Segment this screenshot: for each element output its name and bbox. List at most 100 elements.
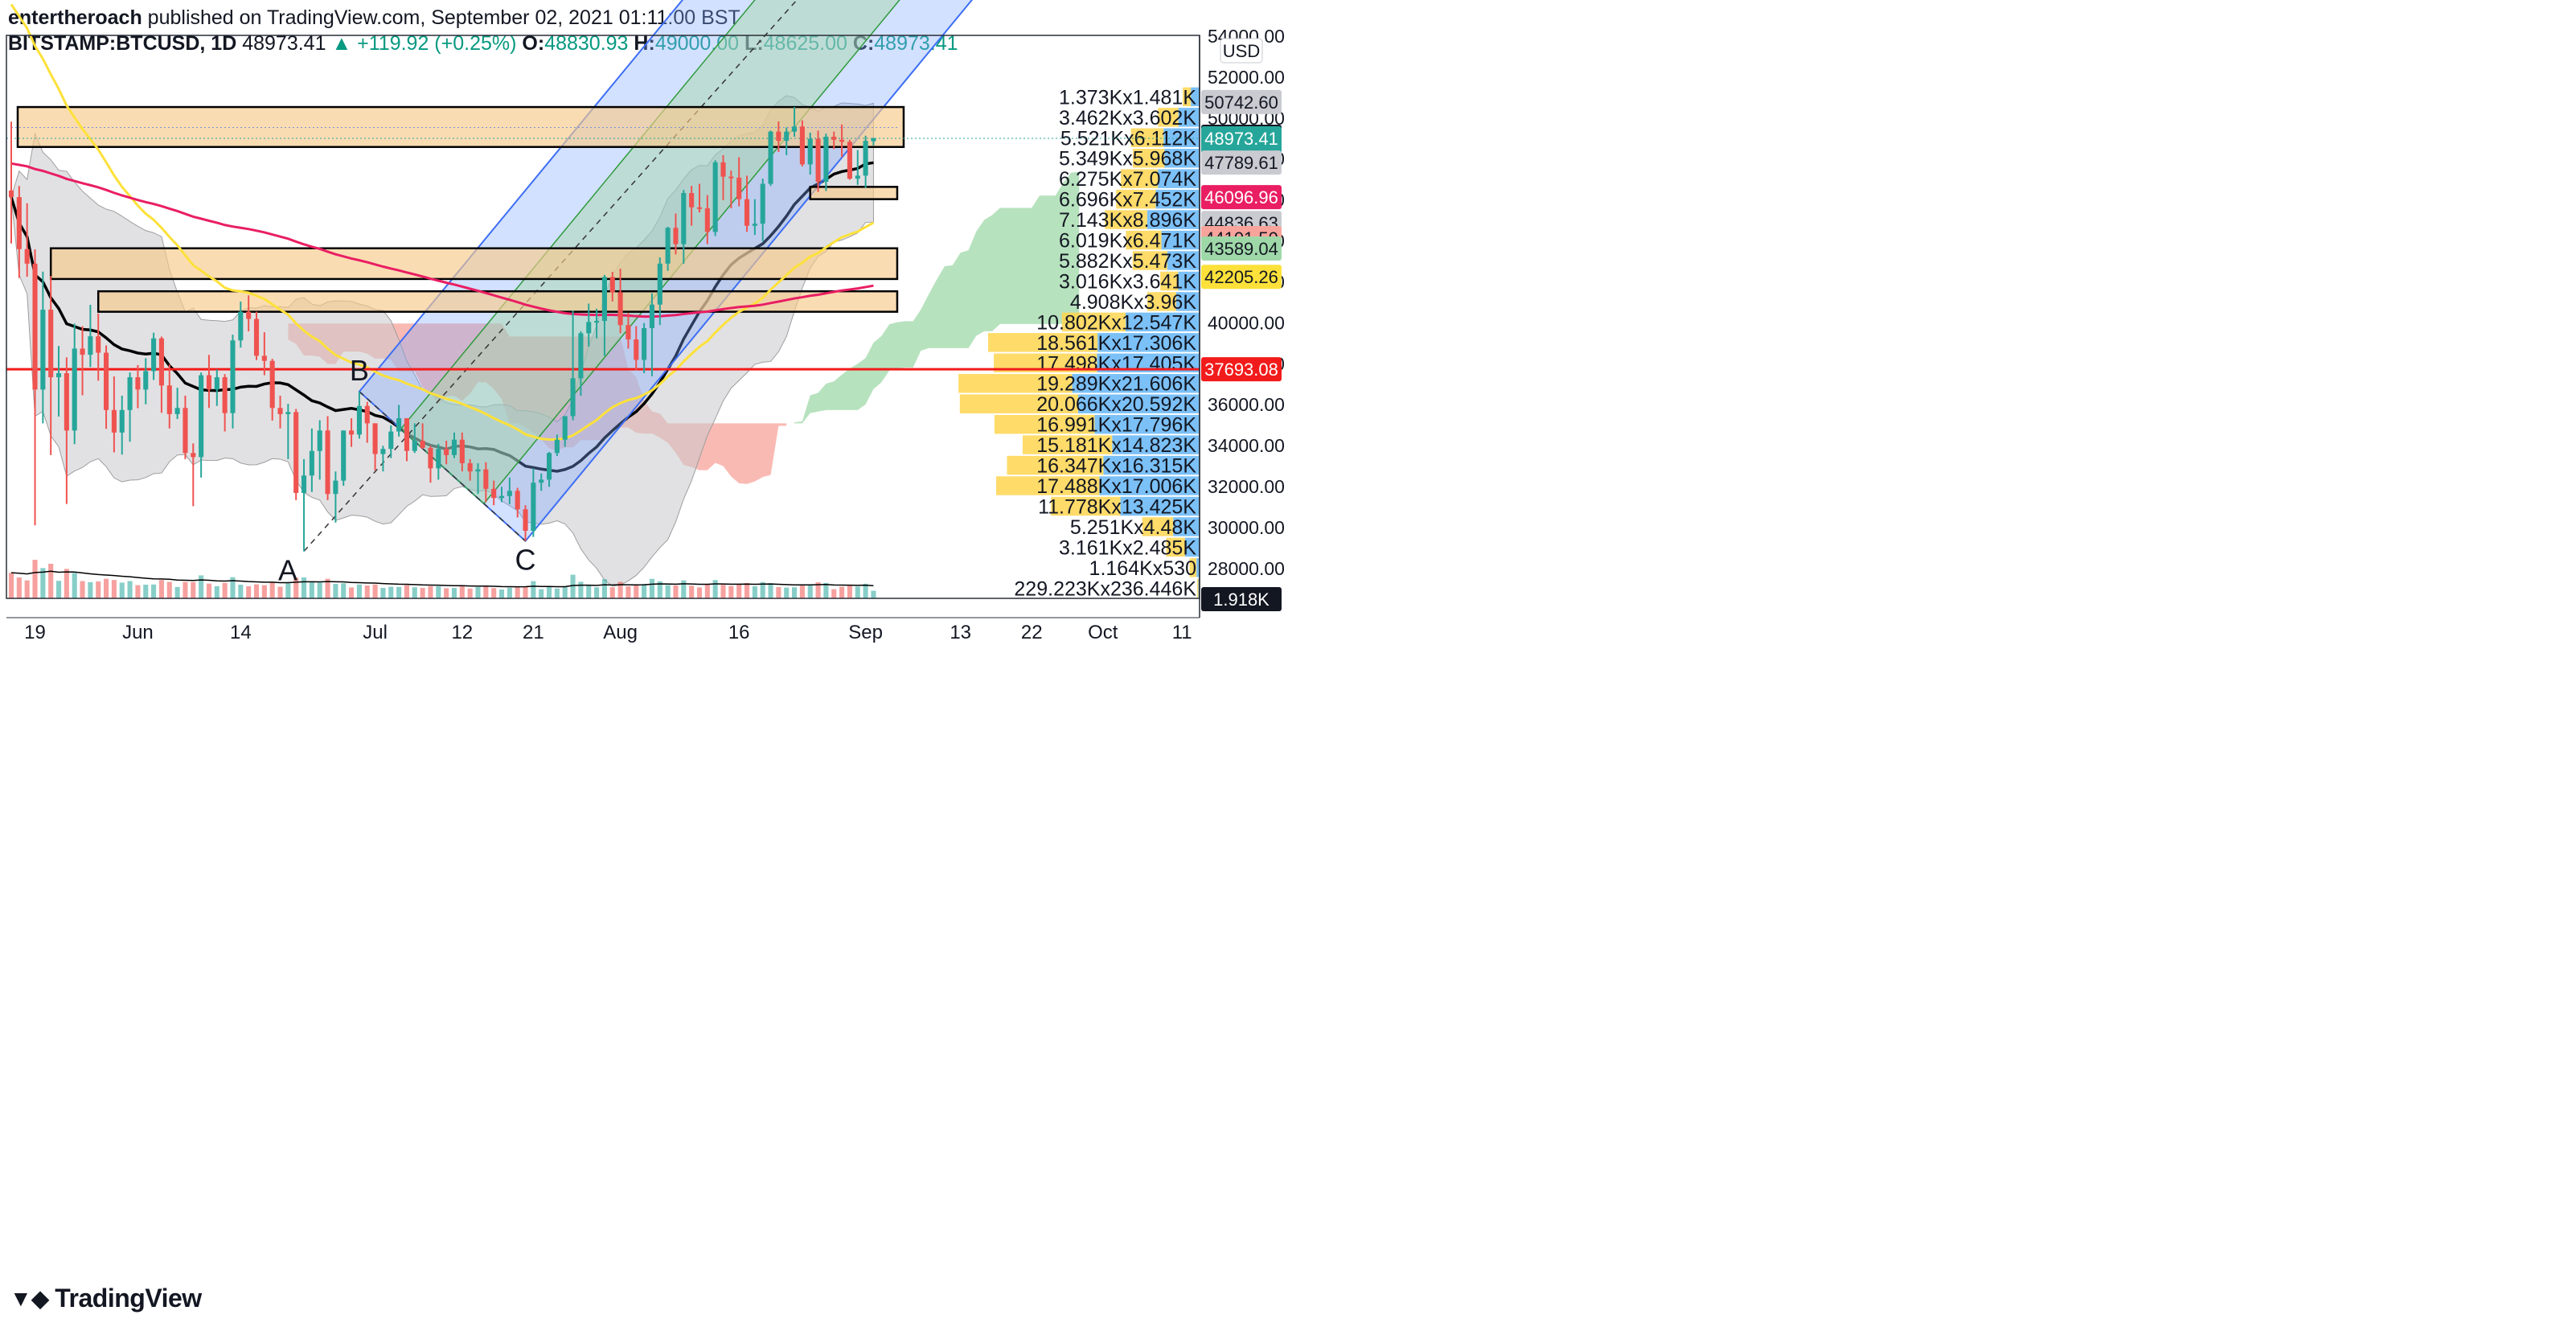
- candle-body[interactable]: [483, 469, 489, 489]
- candle-body[interactable]: [807, 138, 813, 165]
- candle-body[interactable]: [285, 412, 291, 414]
- candle-body[interactable]: [151, 338, 157, 372]
- candlesticks[interactable]: [8, 107, 876, 552]
- candle-body[interactable]: [16, 197, 22, 249]
- candle-body[interactable]: [412, 441, 417, 451]
- candle-body[interactable]: [372, 423, 378, 454]
- candle-body[interactable]: [823, 137, 829, 182]
- candle-body[interactable]: [634, 339, 639, 360]
- candle-body[interactable]: [507, 491, 512, 496]
- candle-body[interactable]: [356, 405, 362, 435]
- wave-label[interactable]: B: [350, 354, 369, 387]
- candle-body[interactable]: [48, 310, 54, 378]
- candle-body[interactable]: [531, 483, 536, 531]
- candle-body[interactable]: [104, 352, 109, 410]
- candle-body[interactable]: [158, 338, 164, 386]
- resistance-zone[interactable]: [96, 290, 899, 313]
- candle-body[interactable]: [792, 126, 798, 132]
- candle-body[interactable]: [784, 131, 790, 142]
- candle-body[interactable]: [467, 463, 473, 472]
- candle-body[interactable]: [720, 162, 726, 177]
- unit-badge[interactable]: [1220, 38, 1263, 64]
- candle-body[interactable]: [539, 479, 544, 483]
- candle-body[interactable]: [111, 409, 117, 433]
- candle-body[interactable]: [238, 311, 244, 341]
- candle-body[interactable]: [277, 408, 283, 414]
- candle-body[interactable]: [96, 336, 101, 353]
- candle-body[interactable]: [436, 449, 441, 469]
- candle-body[interactable]: [341, 430, 347, 481]
- pitchfork-median-line[interactable]: [303, 0, 1190, 552]
- candle-body[interactable]: [728, 176, 734, 179]
- candle-body[interactable]: [127, 377, 133, 410]
- candle-body[interactable]: [40, 310, 46, 390]
- wave-annotations[interactable]: A B C: [278, 354, 535, 587]
- candle-body[interactable]: [333, 480, 338, 495]
- candle-body[interactable]: [293, 412, 299, 493]
- resistance-zone[interactable]: [49, 247, 899, 281]
- candle-body[interactable]: [681, 193, 687, 244]
- candle-body[interactable]: [214, 377, 219, 390]
- candle-body[interactable]: [191, 453, 196, 458]
- candle-body[interactable]: [451, 439, 457, 455]
- candle-body[interactable]: [119, 409, 125, 433]
- candle-body[interactable]: [166, 385, 172, 414]
- candle-body[interactable]: [578, 333, 584, 379]
- candle-body[interactable]: [704, 208, 710, 232]
- candle-body[interactable]: [183, 408, 188, 454]
- candle-body[interactable]: [199, 375, 204, 458]
- candle-body[interactable]: [523, 509, 528, 531]
- candle-body[interactable]: [309, 450, 314, 476]
- candle-body[interactable]: [839, 139, 845, 142]
- resistance-zones[interactable]: [11, 105, 905, 313]
- candle-body[interactable]: [269, 360, 275, 409]
- candle-body[interactable]: [847, 142, 852, 179]
- candle-body[interactable]: [491, 488, 497, 499]
- candle-body[interactable]: [498, 495, 505, 499]
- candle-body[interactable]: [712, 162, 718, 232]
- candle-body[interactable]: [317, 430, 322, 451]
- candle-body[interactable]: [55, 373, 62, 378]
- candle-body[interactable]: [594, 321, 600, 323]
- tradingview-footer[interactable]: ▼◆ TradingView: [10, 1284, 202, 1313]
- candle-body[interactable]: [657, 263, 662, 305]
- candle-body[interactable]: [776, 131, 781, 142]
- candle-body[interactable]: [420, 441, 425, 448]
- candle-body[interactable]: [863, 141, 868, 176]
- candle-body[interactable]: [815, 138, 821, 182]
- candle-body[interactable]: [696, 207, 703, 209]
- candle-body[interactable]: [301, 475, 307, 493]
- candle-body[interactable]: [444, 449, 449, 455]
- candle-body[interactable]: [404, 418, 409, 451]
- candle-body[interactable]: [760, 183, 765, 224]
- candle-body[interactable]: [617, 292, 623, 326]
- candle-body[interactable]: [799, 126, 805, 165]
- candle-body[interactable]: [626, 325, 631, 339]
- candle-body[interactable]: [349, 430, 355, 435]
- candle-body[interactable]: [428, 447, 433, 469]
- candle-body[interactable]: [689, 193, 695, 207]
- candle-body[interactable]: [586, 322, 592, 334]
- candle-body[interactable]: [642, 328, 647, 360]
- candle-body[interactable]: [601, 277, 607, 322]
- candle-body[interactable]: [143, 371, 149, 390]
- candle-body[interactable]: [388, 431, 394, 450]
- candle-body[interactable]: [665, 228, 671, 264]
- candle-body[interactable]: [325, 430, 330, 495]
- candle-body[interactable]: [253, 318, 260, 356]
- candle-body[interactable]: [554, 439, 560, 454]
- candle-body[interactable]: [64, 373, 69, 431]
- candle-body[interactable]: [222, 377, 228, 413]
- candle-body[interactable]: [364, 405, 370, 424]
- wave-label[interactable]: A: [278, 553, 297, 586]
- candle-body[interactable]: [396, 418, 402, 432]
- candle-body[interactable]: [475, 469, 481, 472]
- candle-body[interactable]: [135, 377, 141, 390]
- resistance-zone[interactable]: [809, 186, 899, 200]
- candle-body[interactable]: [546, 453, 552, 480]
- candle-body[interactable]: [72, 348, 77, 431]
- candle-body[interactable]: [768, 131, 773, 184]
- candle-body[interactable]: [736, 177, 742, 199]
- candle-body[interactable]: [562, 416, 568, 440]
